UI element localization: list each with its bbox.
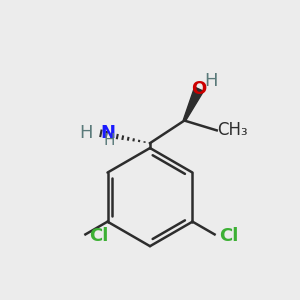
Text: N: N: [100, 124, 115, 142]
Text: CH₃: CH₃: [217, 122, 248, 140]
Text: H: H: [103, 133, 115, 148]
Text: Cl: Cl: [89, 227, 109, 245]
Text: H: H: [204, 72, 218, 90]
Text: O: O: [191, 80, 207, 98]
Polygon shape: [183, 87, 203, 121]
Text: H: H: [80, 124, 93, 142]
Text: Cl: Cl: [219, 227, 238, 245]
